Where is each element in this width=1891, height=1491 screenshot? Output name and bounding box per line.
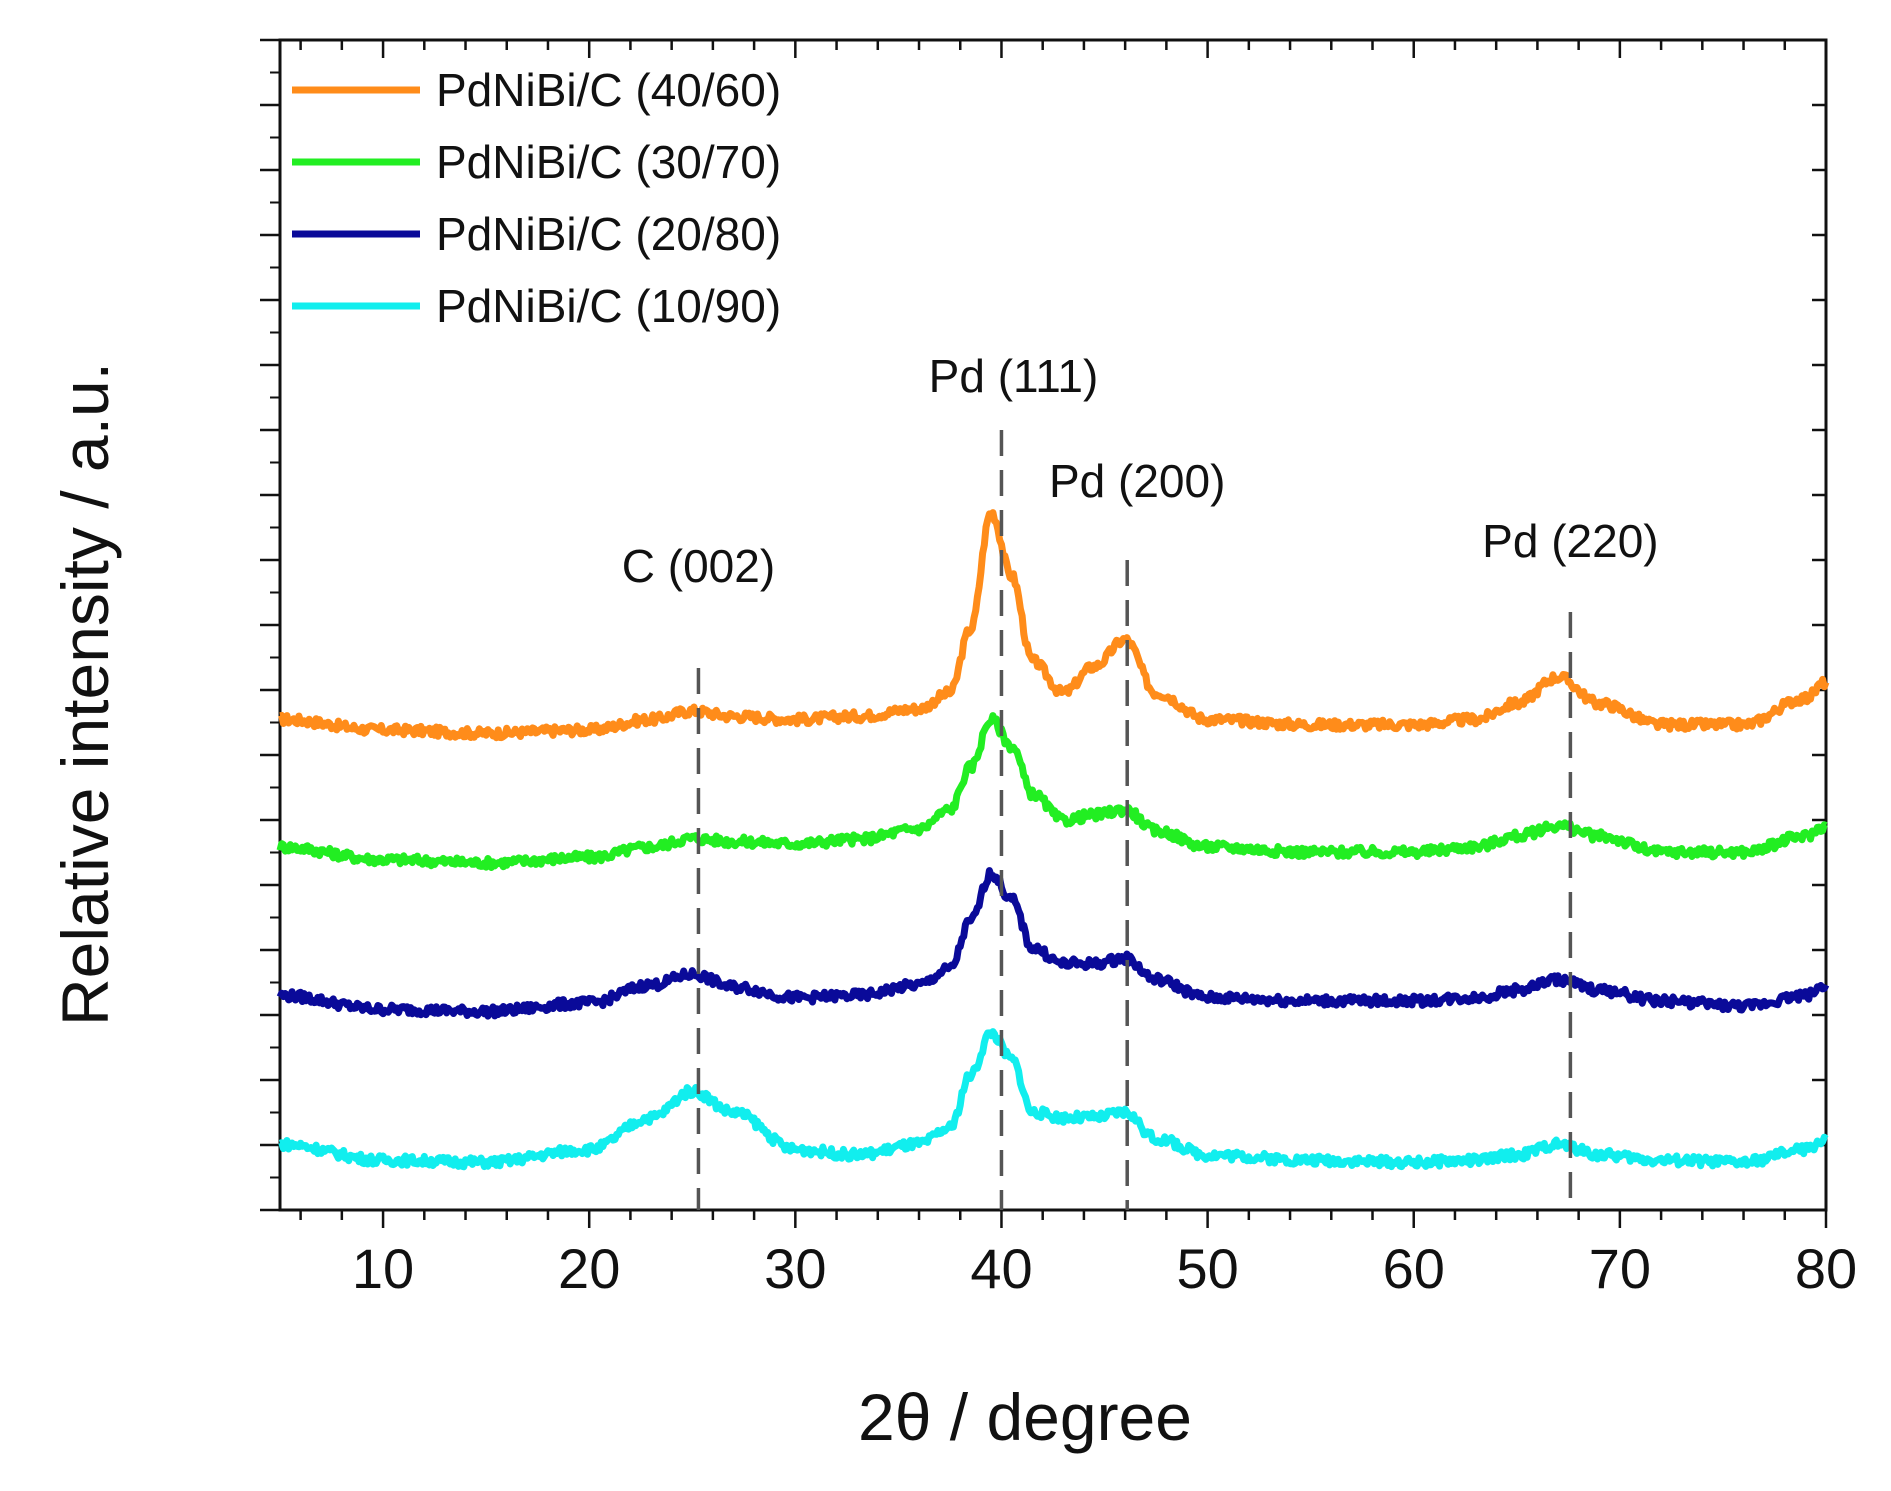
series-line-4 [278,1028,1829,1171]
x-axis-title: 2θ / degree [858,1380,1192,1454]
legend-label: PdNiBi/C (40/60) [436,64,781,116]
peak-label: Pd (111) [929,350,1099,402]
peak-label: Pd (200) [1049,455,1225,507]
x-tick-label: 10 [352,1237,414,1300]
x-tick-label: 40 [970,1237,1032,1300]
series-line-3 [276,867,1830,1020]
series-layer [276,509,1830,1171]
x-tick-label: 30 [764,1237,826,1300]
peak-label: Pd (220) [1482,515,1658,567]
series-line-2 [276,712,1828,871]
peak-label: C (002) [622,540,775,592]
legend: PdNiBi/C (40/60) PdNiBi/C (30/70) PdNiBi/C… [292,64,781,332]
x-tick-label: 50 [1176,1237,1238,1300]
x-tick-label: 60 [1383,1237,1445,1300]
annotation-layer: C (002) Pd (111) Pd (200) Pd (220) [622,350,1659,1210]
legend-label: PdNiBi/C (30/70) [436,136,781,188]
series-line-1 [278,509,1830,742]
plot-area: 10 20 30 40 50 60 70 80 [260,38,1857,1300]
y-axis-title: Relative intensity / a.u. [48,362,122,1026]
legend-label: PdNiBi/C (10/90) [436,280,781,332]
x-tick-label: 20 [558,1237,620,1300]
x-tick-label: 70 [1589,1237,1651,1300]
x-tick-label: 80 [1795,1237,1857,1300]
legend-label: PdNiBi/C (20/80) [436,208,781,260]
